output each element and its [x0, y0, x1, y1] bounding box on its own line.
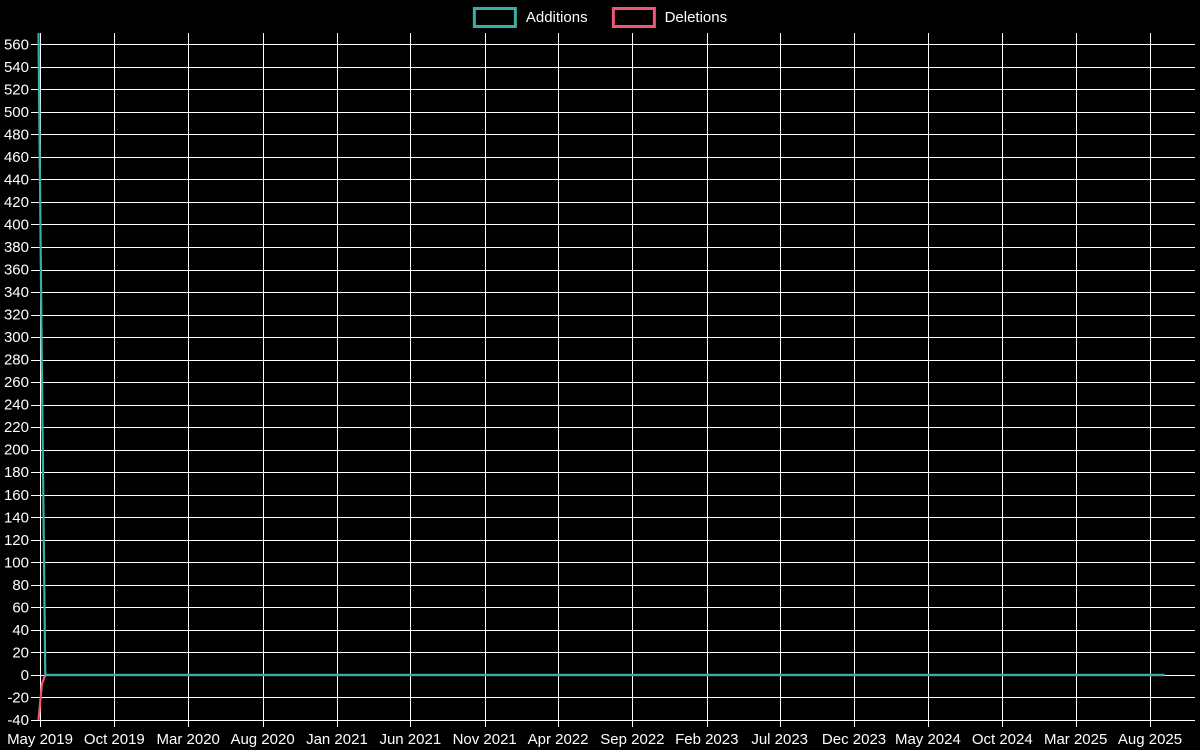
- x-tick-label: Oct 2019: [84, 731, 145, 748]
- y-tick-label: 240: [4, 397, 29, 414]
- y-tick-label: 140: [4, 509, 29, 526]
- y-tick-label: 20: [12, 644, 29, 661]
- legend-item-deletions[interactable]: Deletions: [611, 7, 728, 28]
- y-tick-label: 80: [12, 577, 29, 594]
- y-tick-label: 280: [4, 352, 29, 369]
- y-tick-label: 100: [4, 554, 29, 571]
- y-tick-label: 340: [4, 284, 29, 301]
- y-tick-label: 440: [4, 171, 29, 188]
- y-tick-label: 400: [4, 216, 29, 233]
- legend-label-deletions: Deletions: [664, 9, 728, 26]
- y-tick-label: 260: [4, 374, 29, 391]
- y-tick-label: 300: [4, 329, 29, 346]
- x-tick-label: Mar 2020: [157, 731, 220, 748]
- x-tick-label: Aug 2025: [1118, 731, 1182, 748]
- grid-layer: [31, 33, 1195, 727]
- deletions-swatch-icon: [611, 7, 656, 28]
- x-tick-label: May 2019: [7, 731, 73, 748]
- legend-label-additions: Additions: [525, 9, 588, 26]
- y-tick-label: -20: [7, 689, 29, 706]
- additions-line: [37, 32, 1165, 677]
- y-tick-label: 500: [4, 104, 29, 121]
- y-tick-label: 0: [21, 667, 29, 684]
- x-tick-label: May 2024: [895, 731, 961, 748]
- additions-swatch-icon: [472, 7, 517, 28]
- y-tick-label: -40: [7, 712, 29, 729]
- y-tick-label: 320: [4, 307, 29, 324]
- y-tick-label: 420: [4, 194, 29, 211]
- y-tick-label: 520: [4, 81, 29, 98]
- y-tick-label: 540: [4, 59, 29, 76]
- x-tick-label: Jan 2021: [306, 731, 368, 748]
- y-tick-label: 560: [4, 36, 29, 53]
- y-tick-label: 40: [12, 622, 29, 639]
- y-tick-label: 160: [4, 487, 29, 504]
- legend-item-additions[interactable]: Additions: [472, 7, 588, 28]
- x-tick-label: Sep 2022: [600, 731, 664, 748]
- x-tick-label: Aug 2020: [230, 731, 294, 748]
- y-tick-label: 460: [4, 149, 29, 166]
- chart-legend: Additions Deletions: [472, 7, 728, 28]
- x-tick-label: Apr 2022: [528, 731, 589, 748]
- x-tick-label: Jul 2023: [751, 731, 808, 748]
- series-layer: [37, 32, 1165, 721]
- y-tick-label: 60: [12, 599, 29, 616]
- x-tick-label: Nov 2021: [453, 731, 517, 748]
- y-tick-label: 200: [4, 442, 29, 459]
- y-tick-label: 220: [4, 419, 29, 436]
- y-tick-label: 180: [4, 464, 29, 481]
- x-tick-label: Oct 2024: [972, 731, 1033, 748]
- y-tick-label: 120: [4, 532, 29, 549]
- x-tick-label: Mar 2025: [1044, 731, 1107, 748]
- y-tick-label: 480: [4, 126, 29, 143]
- x-tick-label: Dec 2023: [822, 731, 886, 748]
- x-tick-label: Feb 2023: [675, 731, 738, 748]
- x-tick-label: Jun 2021: [379, 731, 441, 748]
- axis-tick-labels: 5605405205004804604404204003803603403203…: [4, 36, 1182, 748]
- y-tick-label: 360: [4, 262, 29, 279]
- y-tick-label: 380: [4, 239, 29, 256]
